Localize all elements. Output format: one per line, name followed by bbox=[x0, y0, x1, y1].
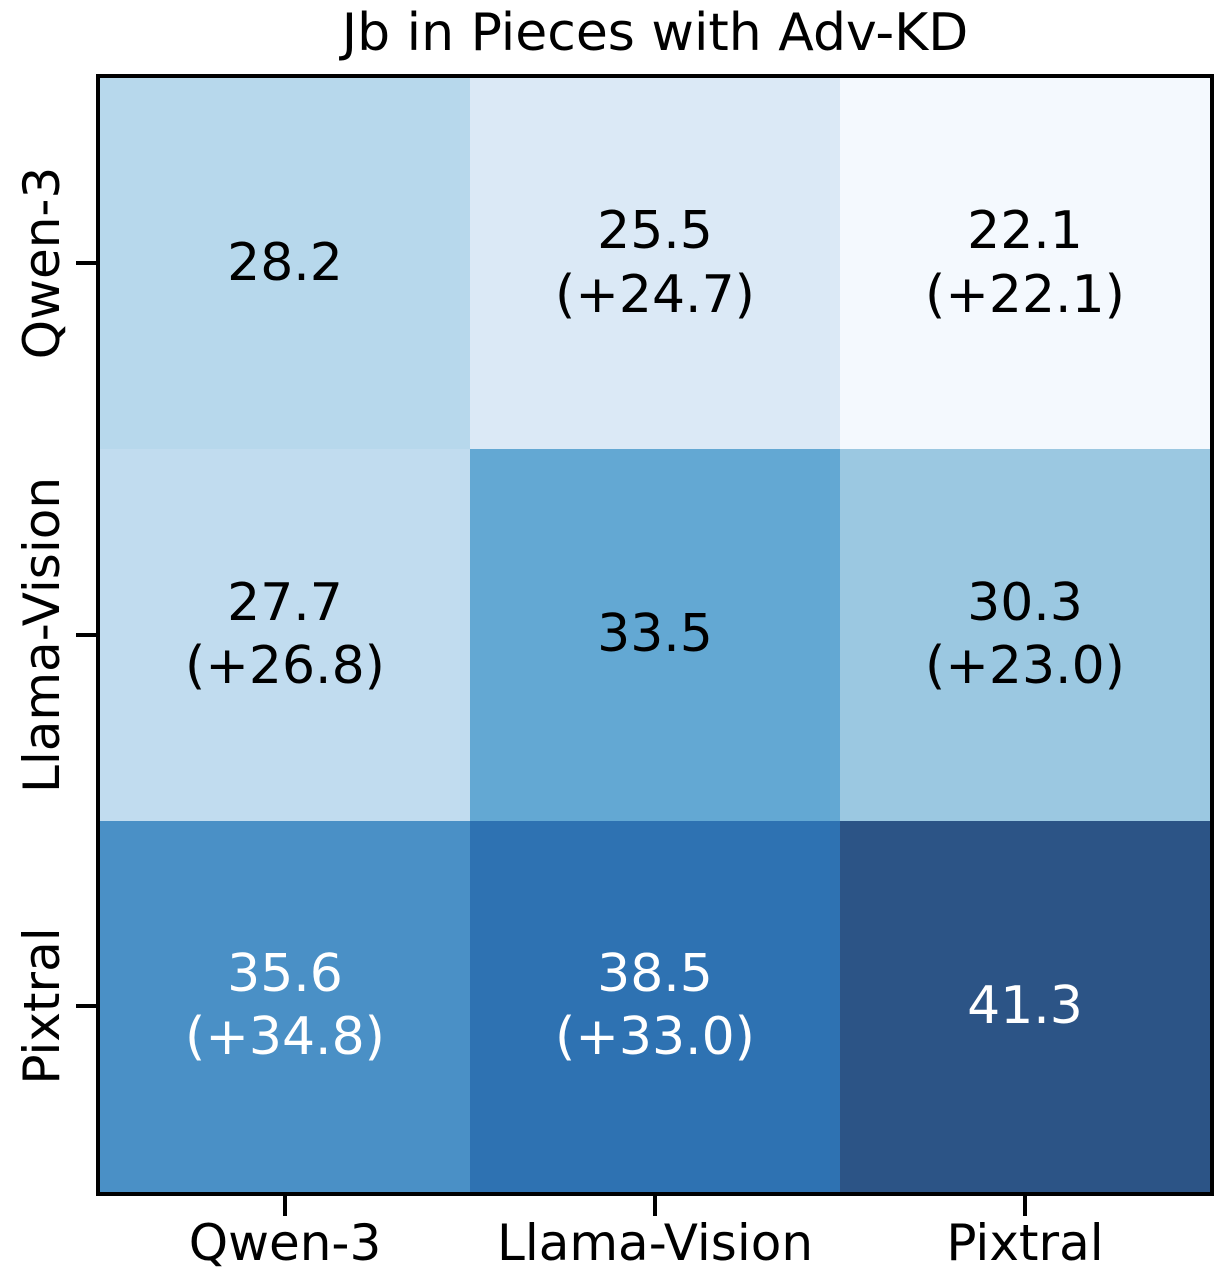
cell-delta: (+33.0) bbox=[555, 1007, 755, 1068]
cell-value: 33.5 bbox=[597, 604, 713, 665]
heatmap-cell-llamavision-pixtral: 30.3 (+23.0) bbox=[840, 449, 1210, 821]
y-axis-tick bbox=[76, 1004, 98, 1008]
y-axis-tick bbox=[76, 633, 98, 637]
heatmap-cell-qwen3-qwen3: 28.2 bbox=[100, 78, 470, 450]
cell-delta: (+24.7) bbox=[555, 264, 755, 325]
heatmap-cell-llamavision-llamavision: 33.5 bbox=[470, 449, 840, 821]
cell-value: 25.5 bbox=[597, 201, 713, 262]
cell-delta: (+26.8) bbox=[185, 635, 385, 696]
heatmap-cell-pixtral-qwen3: 35.6 (+34.8) bbox=[100, 820, 470, 1192]
x-axis-tick bbox=[283, 1194, 287, 1216]
heatmap-grid: 28.2 25.5 (+24.7) 22.1 (+22.1) 27.7 (+26… bbox=[96, 74, 1214, 1196]
heatmap-cell-qwen3-pixtral: 22.1 (+22.1) bbox=[840, 78, 1210, 450]
x-axis-label-llamavision: Llama-Vision bbox=[496, 1214, 814, 1272]
cell-delta: (+23.0) bbox=[925, 635, 1125, 696]
heatmap-cell-pixtral-llamavision: 38.5 (+33.0) bbox=[470, 820, 840, 1192]
cell-value: 35.6 bbox=[227, 943, 343, 1004]
cell-value: 28.2 bbox=[227, 232, 343, 293]
y-axis-label-pixtral: Pixtral bbox=[13, 927, 71, 1085]
cell-value: 30.3 bbox=[967, 572, 1083, 633]
cell-value: 38.5 bbox=[597, 943, 713, 1004]
heatmap-cell-pixtral-pixtral: 41.3 bbox=[840, 820, 1210, 1192]
x-axis-tick bbox=[653, 1194, 657, 1216]
y-axis-label-qwen3: Qwen-3 bbox=[13, 166, 71, 360]
cell-value: 22.1 bbox=[967, 201, 1083, 262]
y-axis-tick bbox=[76, 261, 98, 265]
cell-delta: (+22.1) bbox=[925, 264, 1125, 325]
cell-delta: (+34.8) bbox=[185, 1007, 385, 1068]
cell-value: 41.3 bbox=[967, 975, 1083, 1036]
x-axis-label-qwen3: Qwen-3 bbox=[188, 1214, 382, 1272]
heatmap-cell-qwen3-llamavision: 25.5 (+24.7) bbox=[470, 78, 840, 450]
x-axis-tick bbox=[1023, 1194, 1027, 1216]
heatmap-cell-llamavision-qwen3: 27.7 (+26.8) bbox=[100, 449, 470, 821]
cell-value: 27.7 bbox=[227, 572, 343, 633]
chart-title: Jb in Pieces with Adv-KD bbox=[341, 3, 969, 63]
y-axis-label-llamavision: Llama-Vision bbox=[13, 476, 71, 794]
x-axis-label-pixtral: Pixtral bbox=[946, 1214, 1104, 1272]
